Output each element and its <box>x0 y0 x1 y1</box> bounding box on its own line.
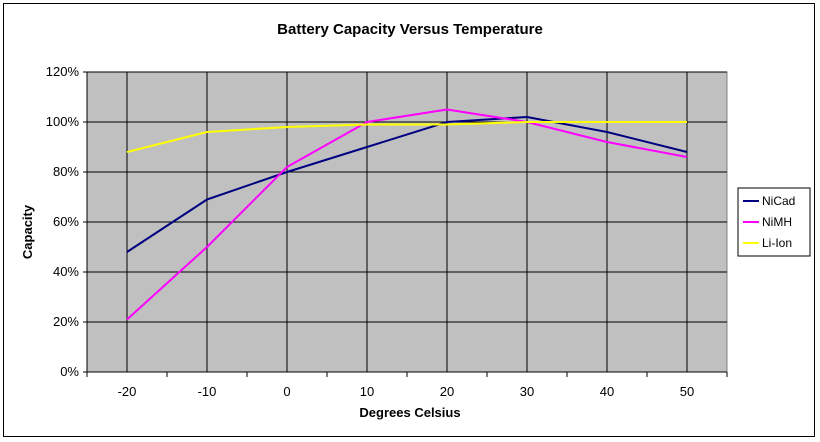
x-tick-label: 30 <box>520 384 534 399</box>
x-tick-labels: -20 -10 0 10 20 30 40 50 <box>118 384 695 399</box>
y-tick-label: 40% <box>53 264 79 279</box>
series-line-li-ion <box>126 121 687 153</box>
x-tick-label: 0 <box>283 384 290 399</box>
legend-box <box>737 187 811 257</box>
legend-label: Li-Ion <box>762 236 792 250</box>
y-axis-title: Capacity <box>20 204 35 259</box>
x-tick-label: -20 <box>118 384 137 399</box>
series-line-nicad <box>126 116 688 253</box>
legend: NiCad NiMH Li-Ion <box>737 187 811 257</box>
x-tick-label: 10 <box>360 384 374 399</box>
series-lines <box>126 108 688 321</box>
y-tick-label: 80% <box>53 164 79 179</box>
y-tick-label: 20% <box>53 314 79 329</box>
x-axis-title: Degrees Celsius <box>359 405 460 420</box>
y-tick-label: 120% <box>46 64 80 79</box>
y-tick-labels: 0% 20% 40% 60% 80% 100% 120% <box>46 64 80 379</box>
series-line-nimh <box>126 108 688 321</box>
legend-label: NiMH <box>762 215 792 229</box>
chart-title: Battery Capacity Versus Temperature <box>277 21 543 38</box>
axes <box>83 71 728 377</box>
x-tick-label: 20 <box>440 384 454 399</box>
y-tick-label: 0% <box>60 364 79 379</box>
y-tick-label: 60% <box>53 214 79 229</box>
y-tick-label: 100% <box>46 114 80 129</box>
x-tick-label: -10 <box>198 384 217 399</box>
x-tick-label: 50 <box>680 384 694 399</box>
legend-label: NiCad <box>762 194 795 208</box>
x-tick-label: 40 <box>600 384 614 399</box>
